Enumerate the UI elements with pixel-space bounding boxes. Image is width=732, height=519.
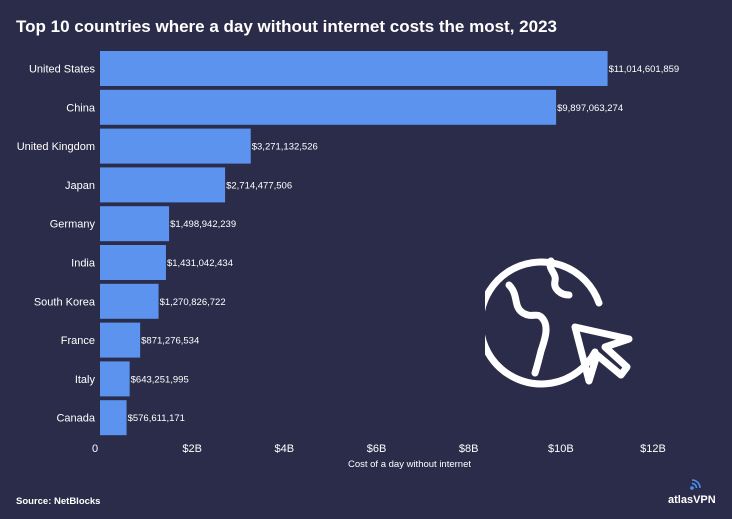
brand-logo: atlasVPN [668,478,724,514]
value-label: $643,251,995 [131,374,189,385]
value-label: $2,714,477,506 [226,180,292,191]
value-label: $11,014,601,859 [609,64,680,75]
x-tick-label: $12B [640,443,666,455]
category-label: Italy [75,374,96,386]
x-tick-label: $10B [548,443,574,455]
value-label: $1,270,826,722 [160,297,226,308]
category-label: Germany [50,219,96,231]
source-note: Source: NetBlocks [16,496,101,507]
value-label: $9,897,063,274 [557,103,623,114]
value-label: $576,611,171 [128,413,185,424]
bar [100,400,127,436]
bar [100,128,251,164]
category-label: Japan [65,180,95,192]
bar [100,167,226,203]
x-tick-label: $4B [275,443,295,455]
category-label: France [61,335,95,347]
bar [100,89,557,125]
x-tick-label: 0 [92,443,98,455]
x-axis-title: Cost of a day without internet [348,459,471,470]
bar [100,206,170,242]
category-label: India [71,258,96,270]
value-label: $3,271,132,526 [252,142,318,153]
category-label: United Kingdom [17,141,95,153]
category-label: Canada [56,413,95,425]
bar [100,283,159,319]
x-tick-label: $2B [182,443,202,455]
category-label: South Korea [34,296,96,308]
value-label: $871,276,534 [141,336,199,347]
bar [100,245,166,280]
category-label: United States [29,64,96,76]
brand-name: atlasVPN [668,494,716,506]
value-label: $1,431,042,434 [167,258,233,269]
value-label: $1,498,942,239 [170,219,236,230]
globe-cursor-icon [485,257,633,388]
bar [100,361,130,397]
atlasvpn-signal-icon [690,479,701,490]
category-label: China [66,102,96,114]
bar [100,322,141,358]
x-tick-label: $6B [367,443,387,455]
chart-title: Top 10 countries where a day without int… [16,17,557,36]
x-tick-label: $8B [459,443,479,455]
bar [100,51,608,86]
